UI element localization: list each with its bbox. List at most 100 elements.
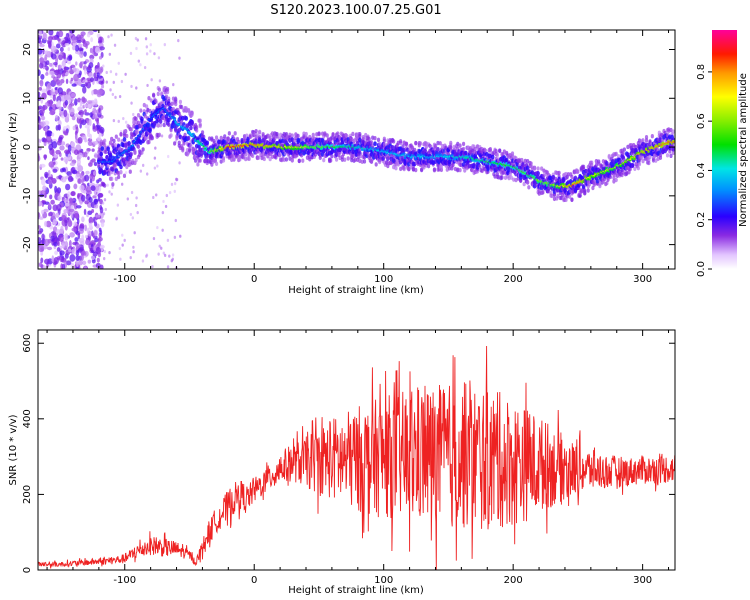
- spectrogram-cell: [85, 170, 90, 175]
- spectrogram-cell: [150, 135, 155, 141]
- spectrogram-cell: [504, 157, 509, 163]
- spectrogram-cell: [84, 234, 89, 239]
- spectrogram-cell: [112, 138, 116, 144]
- spectrogram-cell: [66, 96, 71, 101]
- spectrogram-cell: [221, 158, 226, 163]
- spectrogram-cell: [147, 96, 151, 101]
- spectrogram-cell: [92, 171, 96, 176]
- spectrogram-cell: [241, 155, 245, 160]
- spectrogram-cell: [63, 109, 68, 118]
- spectrogram-cell: [167, 154, 170, 159]
- spectrogram-cell: [473, 146, 477, 152]
- spectrogram-cell: [38, 69, 41, 76]
- spectrogram-cell: [124, 171, 128, 175]
- spectrogram-cell: [80, 194, 86, 202]
- spectrogram-cell: [42, 265, 47, 269]
- spectrogram-cell: [84, 124, 90, 129]
- spectrogram-cell: [57, 38, 61, 42]
- spectrogram-cell: [118, 246, 122, 251]
- spectrogram-cell: [647, 160, 651, 166]
- spectrogram-cell: [401, 144, 405, 149]
- spectrogram-cell: [89, 173, 93, 180]
- spectrogram-cell: [129, 127, 134, 132]
- spectrogram-cell: [107, 171, 111, 177]
- spectrogram-cell: [343, 157, 347, 162]
- spectrogram-cell: [156, 164, 159, 168]
- spectrogram-cell: [134, 116, 138, 122]
- spectrogram-cell: [47, 212, 52, 217]
- spectrogram-cell: [115, 217, 118, 221]
- spectrogram-cell: [149, 43, 152, 47]
- spectrogram-cell: [133, 149, 137, 154]
- spectrogram-cell: [76, 261, 79, 268]
- spectrogram-cell: [449, 140, 453, 146]
- spectrogram-cell: [108, 251, 111, 255]
- spectrogram-cell: [94, 221, 98, 227]
- spectrogram-cell: [92, 30, 98, 33]
- spectrogram-cell: [103, 183, 107, 188]
- spectrogram-cell: [163, 43, 167, 47]
- spectrogram-cell: [73, 73, 79, 82]
- spectrogram-cell: [38, 237, 42, 244]
- spectrogram-cell: [48, 161, 55, 168]
- spectrogram-cell: [440, 143, 445, 149]
- spectrogram-cell: [145, 52, 149, 56]
- spectrogram-cell: [111, 182, 115, 187]
- spectrogram-cell: [79, 223, 85, 229]
- spectrogram-cell: [179, 234, 182, 238]
- spectrogram-cell: [464, 150, 468, 156]
- spectrogram-cell: [90, 77, 94, 82]
- spectrogram-cell: [55, 229, 62, 234]
- spectrogram-cell: [76, 158, 81, 166]
- spectrogram-cell: [74, 44, 80, 52]
- spectrogram-cell: [424, 144, 428, 150]
- spectrogram-cell: [56, 187, 62, 194]
- spectrogram-cell: [169, 127, 173, 133]
- spectrogram-cell: [174, 101, 178, 107]
- spectrogram-cell: [184, 115, 189, 121]
- spectrogram-cell: [66, 37, 71, 42]
- spectrogram-cell: [38, 37, 41, 44]
- spectrogram-cell: [63, 66, 67, 74]
- spectrogram-cell: [157, 56, 161, 60]
- spectrogram-cell: [116, 203, 120, 207]
- spectrogram-cell: [64, 233, 69, 241]
- spectrogram-cell: [297, 158, 301, 164]
- spectrogram-cell: [71, 115, 76, 121]
- spectrogram-cell: [51, 148, 55, 157]
- spectrogram-cell: [83, 51, 87, 57]
- spectrogram-cell: [63, 130, 68, 136]
- spectrogram-cell: [458, 143, 462, 148]
- spectrogram-cell: [202, 145, 205, 148]
- spectrogram-cell: [121, 243, 124, 247]
- spectrogram-cell: [119, 170, 123, 175]
- spectrogram-cell: [64, 241, 69, 249]
- spectrogram-cell: [47, 169, 51, 176]
- spectrogram-cell: [174, 218, 177, 223]
- spectrogram-cell: [54, 185, 58, 194]
- spectrogram-cell: [99, 126, 105, 134]
- spectrogram-cell: [77, 178, 83, 185]
- spectrogram-cell: [175, 136, 179, 141]
- spectrogram-cell: [195, 128, 199, 133]
- spectrogram-cell: [82, 151, 86, 158]
- spectrogram-cell: [98, 227, 102, 232]
- spectrogram-cell: [162, 122, 166, 128]
- spectrogram-cell: [456, 168, 460, 173]
- spectrogram-cell: [80, 250, 87, 256]
- spectrogram-cell: [81, 216, 85, 223]
- spectrogram-cell: [88, 216, 94, 224]
- spectrogram-cell: [55, 212, 60, 218]
- spectrogram-cell: [134, 203, 138, 208]
- spectrogram-cell: [134, 36, 138, 41]
- spectrogram-cell: [61, 242, 66, 249]
- spectrogram-cell: [374, 162, 378, 167]
- spectrogram-cell: [251, 153, 255, 159]
- spectrogram-cell: [97, 251, 102, 258]
- spectrogram-cell: [493, 174, 497, 179]
- spectrogram-cell: [78, 152, 83, 159]
- spectrogram-cell: [173, 182, 177, 186]
- spectrogram-cell: [61, 141, 66, 146]
- spectrogram-cell: [40, 121, 46, 127]
